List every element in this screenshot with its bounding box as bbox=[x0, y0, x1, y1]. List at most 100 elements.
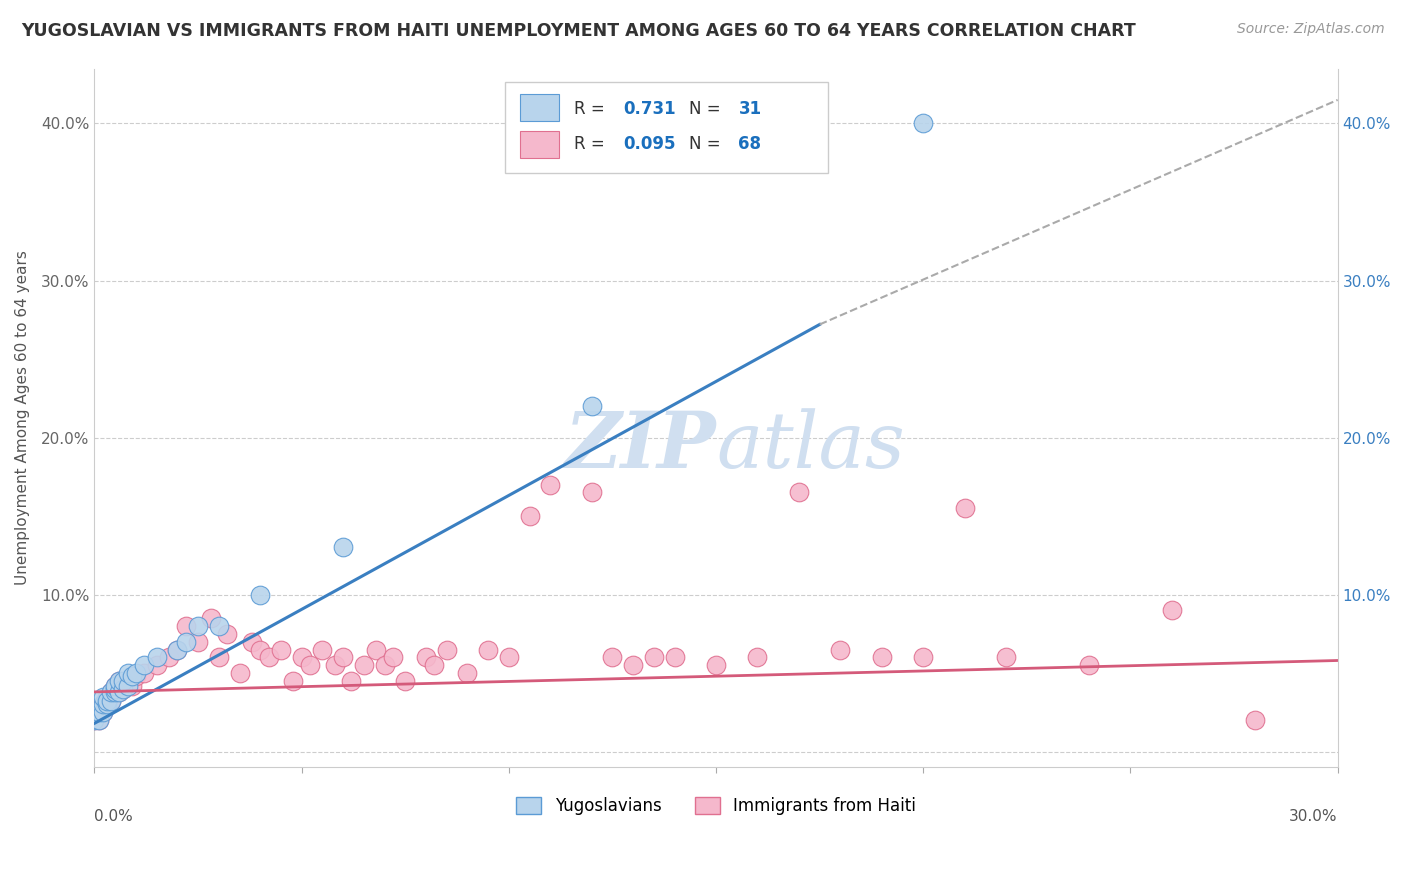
Point bbox=[621, 658, 644, 673]
Point bbox=[995, 650, 1018, 665]
Point bbox=[456, 666, 478, 681]
Point bbox=[436, 642, 458, 657]
Text: ZIP: ZIP bbox=[564, 408, 716, 484]
Point bbox=[332, 650, 354, 665]
Point bbox=[100, 685, 122, 699]
Point bbox=[747, 650, 769, 665]
Point bbox=[208, 619, 231, 633]
Point bbox=[381, 650, 404, 665]
Text: 68: 68 bbox=[738, 135, 762, 153]
Point bbox=[87, 713, 110, 727]
Point bbox=[311, 642, 333, 657]
Text: 0.731: 0.731 bbox=[623, 100, 675, 118]
Point bbox=[249, 588, 271, 602]
Point bbox=[664, 650, 686, 665]
Point bbox=[912, 116, 935, 130]
Point bbox=[87, 713, 110, 727]
Point bbox=[104, 681, 127, 696]
Point bbox=[112, 681, 135, 696]
Point bbox=[108, 685, 131, 699]
Text: N =: N = bbox=[689, 100, 725, 118]
Text: N =: N = bbox=[689, 135, 725, 153]
Point bbox=[787, 485, 810, 500]
Point bbox=[340, 673, 363, 688]
Point bbox=[498, 650, 520, 665]
Text: Source: ZipAtlas.com: Source: ZipAtlas.com bbox=[1237, 22, 1385, 37]
Point bbox=[145, 650, 167, 665]
Point bbox=[166, 642, 188, 657]
Point bbox=[519, 509, 541, 524]
Point bbox=[145, 658, 167, 673]
Point bbox=[108, 685, 131, 699]
Point bbox=[166, 642, 188, 657]
Point bbox=[249, 642, 271, 657]
Point bbox=[257, 650, 280, 665]
Point bbox=[1078, 658, 1101, 673]
Point bbox=[323, 658, 346, 673]
Text: 31: 31 bbox=[738, 100, 762, 118]
Point bbox=[704, 658, 727, 673]
Point bbox=[374, 658, 396, 673]
Point bbox=[1243, 713, 1265, 727]
Point bbox=[134, 666, 156, 681]
Point bbox=[157, 650, 180, 665]
Point bbox=[366, 642, 388, 657]
Point bbox=[104, 681, 127, 696]
Point bbox=[423, 658, 446, 673]
Point bbox=[912, 650, 935, 665]
Point bbox=[298, 658, 321, 673]
Point bbox=[108, 673, 131, 688]
Point bbox=[125, 666, 148, 681]
Point bbox=[91, 690, 114, 704]
Point bbox=[283, 673, 305, 688]
Point bbox=[104, 679, 127, 693]
Point bbox=[602, 650, 624, 665]
Point bbox=[83, 713, 105, 727]
Point bbox=[332, 541, 354, 555]
Point bbox=[477, 642, 499, 657]
Point bbox=[581, 399, 603, 413]
Point bbox=[117, 679, 139, 693]
Point bbox=[117, 666, 139, 681]
Bar bbox=[520, 131, 560, 158]
Point bbox=[643, 650, 665, 665]
Point bbox=[353, 658, 375, 673]
Point bbox=[538, 477, 561, 491]
Point bbox=[112, 673, 135, 688]
Point bbox=[96, 694, 118, 708]
Point bbox=[87, 706, 110, 720]
Point bbox=[104, 679, 127, 693]
Point bbox=[112, 681, 135, 696]
Point bbox=[96, 698, 118, 712]
Point bbox=[953, 501, 976, 516]
Point bbox=[415, 650, 437, 665]
Point bbox=[91, 706, 114, 720]
Point bbox=[830, 642, 852, 657]
Point bbox=[174, 619, 197, 633]
Point bbox=[100, 685, 122, 699]
Point bbox=[174, 634, 197, 648]
Text: 30.0%: 30.0% bbox=[1289, 809, 1337, 824]
Point bbox=[121, 679, 143, 693]
Point bbox=[121, 669, 143, 683]
Y-axis label: Unemployment Among Ages 60 to 64 years: Unemployment Among Ages 60 to 64 years bbox=[15, 251, 30, 585]
Point bbox=[208, 650, 231, 665]
Point bbox=[91, 698, 114, 712]
Point bbox=[96, 690, 118, 704]
Point bbox=[104, 685, 127, 699]
Text: R =: R = bbox=[574, 135, 610, 153]
Point bbox=[187, 634, 209, 648]
Point bbox=[91, 698, 114, 712]
Point bbox=[83, 713, 105, 727]
Text: 0.0%: 0.0% bbox=[94, 809, 134, 824]
Point bbox=[228, 666, 250, 681]
Text: atlas: atlas bbox=[716, 408, 905, 484]
Point bbox=[187, 619, 209, 633]
Point bbox=[240, 634, 263, 648]
Point bbox=[270, 642, 292, 657]
Point bbox=[117, 673, 139, 688]
Point bbox=[87, 706, 110, 720]
Point bbox=[104, 685, 127, 699]
Point bbox=[394, 673, 416, 688]
Point bbox=[217, 627, 239, 641]
